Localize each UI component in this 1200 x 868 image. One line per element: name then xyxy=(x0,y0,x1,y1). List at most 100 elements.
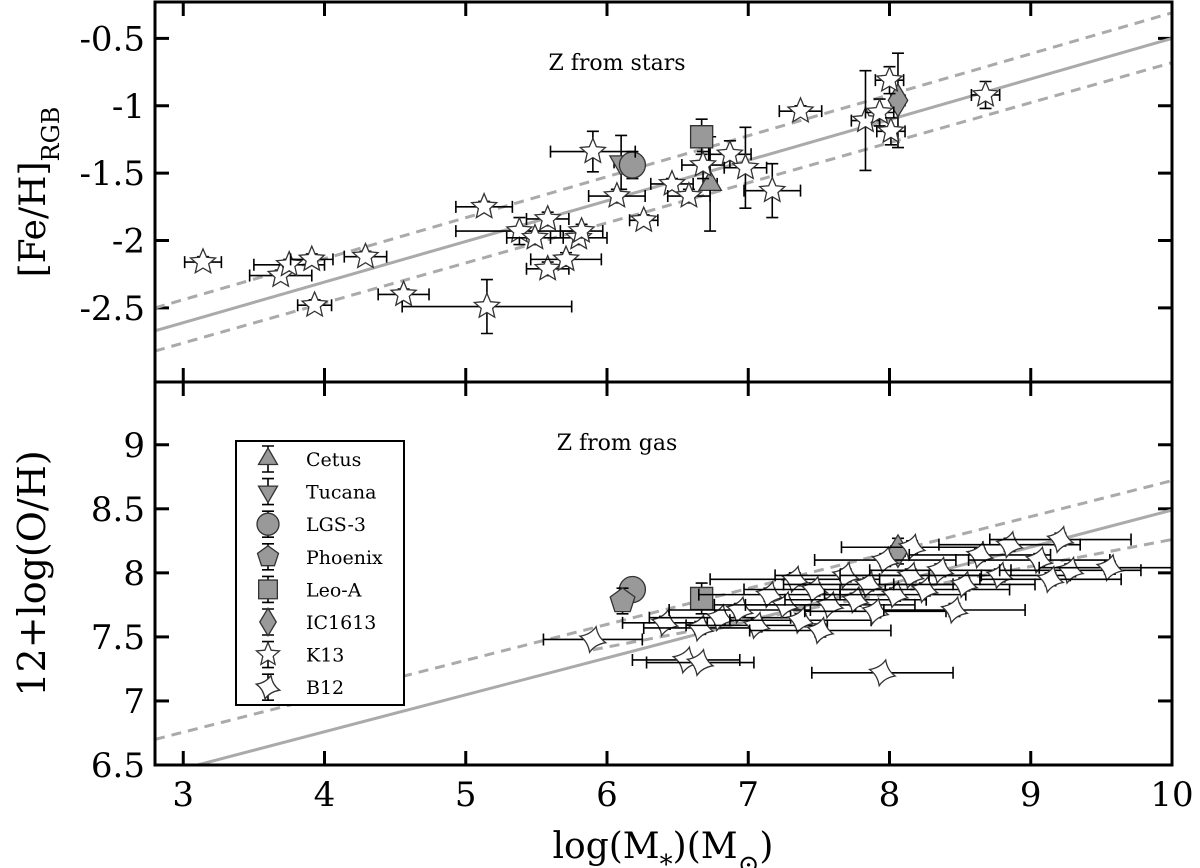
marker xyxy=(674,181,704,209)
y-tick-label: 9 xyxy=(123,426,145,466)
marker xyxy=(876,116,906,144)
annotation: Z from stars xyxy=(548,51,685,76)
marker xyxy=(887,82,909,118)
y-tick-label: -0.5 xyxy=(79,19,145,59)
legend-marker xyxy=(258,606,278,638)
marker xyxy=(567,216,596,244)
marker xyxy=(389,279,418,307)
marker xyxy=(551,244,581,272)
x-tick-label: 10 xyxy=(1150,775,1193,815)
x-axis-label-part: log(M xyxy=(553,826,660,867)
marker xyxy=(351,241,380,269)
x-tick-label: 4 xyxy=(314,775,336,815)
x-tick-label: 8 xyxy=(879,775,901,815)
marker xyxy=(472,291,502,319)
y-tick-label: 8 xyxy=(123,554,145,594)
marker xyxy=(715,139,744,167)
marker xyxy=(578,136,607,164)
points xyxy=(183,52,1001,335)
x-tick-label: 3 xyxy=(172,775,194,815)
marker xyxy=(853,569,883,599)
y-axis-label-part: [Fe/H] xyxy=(13,161,54,277)
fit-line xyxy=(155,61,1172,353)
y-tick-label: 7 xyxy=(123,682,145,722)
y-axis-label-part: 12+log(O/H) xyxy=(10,450,54,696)
x-axis-label: log(M*)(M⊙) xyxy=(553,826,774,868)
points xyxy=(542,525,1172,688)
x-tick-label: 6 xyxy=(596,775,618,815)
marker xyxy=(685,648,715,677)
marker xyxy=(533,253,562,281)
marker xyxy=(731,152,760,180)
x-axis-label-part: ) xyxy=(759,826,773,867)
legend-marker xyxy=(257,446,279,466)
y-axis-label: [Fe/H]RGB xyxy=(13,107,65,278)
y-axis-label-part: RGB xyxy=(37,107,65,162)
marker xyxy=(689,125,714,149)
marker xyxy=(971,80,1000,108)
legend-label: Cetus xyxy=(306,449,361,471)
legend-label: K13 xyxy=(306,645,344,667)
marker xyxy=(925,555,955,585)
marker xyxy=(870,545,900,575)
legend-marker xyxy=(258,579,278,600)
legend-label: Tucana xyxy=(306,482,376,504)
x-tick-label: 7 xyxy=(737,775,759,815)
legend-marker xyxy=(254,673,282,701)
marker xyxy=(1024,545,1054,575)
marker xyxy=(602,181,631,209)
marker xyxy=(940,595,970,625)
marker xyxy=(965,540,995,570)
marker xyxy=(786,605,815,635)
marker xyxy=(520,222,550,250)
legend-marker xyxy=(256,512,280,536)
marker xyxy=(618,151,647,179)
marker xyxy=(629,205,658,233)
x-axis-label-part: )(M xyxy=(673,826,738,867)
legend-label: Leo-A xyxy=(306,579,362,601)
marker xyxy=(689,586,714,611)
marker xyxy=(1055,555,1085,585)
marker xyxy=(1095,553,1125,583)
marker xyxy=(758,175,787,203)
y-axis-label: 12+log(O/H) xyxy=(10,450,54,696)
marker xyxy=(297,244,326,272)
y-tick-label: 8.5 xyxy=(91,490,145,530)
y-tick-label: 7.5 xyxy=(91,618,145,658)
legend-marker xyxy=(254,640,282,666)
marker xyxy=(188,247,218,275)
marker xyxy=(300,290,329,318)
marker xyxy=(578,625,608,654)
marker xyxy=(867,658,897,688)
y-tick-label: -1 xyxy=(112,87,145,127)
marker xyxy=(780,564,810,594)
marker xyxy=(705,603,735,633)
y-tick-label: 6.5 xyxy=(91,746,145,786)
annotation: Z from gas xyxy=(557,431,678,456)
legend-marker xyxy=(257,485,279,504)
y-tick-label: -1.5 xyxy=(79,154,145,194)
marker xyxy=(533,204,562,231)
marker xyxy=(650,608,680,638)
marker xyxy=(875,65,904,93)
x-axis-label-part: ⊙ xyxy=(738,850,760,868)
marker xyxy=(688,150,718,178)
marker xyxy=(1036,564,1065,594)
x-tick-label: 5 xyxy=(455,775,477,815)
marker xyxy=(1045,525,1075,554)
legend-marker xyxy=(256,544,280,567)
x-tick-label: 9 xyxy=(1020,775,1042,815)
marker xyxy=(786,96,815,124)
x-axis-label-part: * xyxy=(660,850,673,868)
marker xyxy=(609,587,636,613)
y-tick-label: -2 xyxy=(112,222,145,262)
legend-label: IC1613 xyxy=(306,612,376,634)
marker xyxy=(685,613,715,643)
legend-label: Phoenix xyxy=(306,547,383,569)
plot-frame xyxy=(153,380,1174,767)
marker xyxy=(949,569,979,599)
marker xyxy=(805,615,835,646)
marker xyxy=(470,191,499,219)
y-tick-label: -2.5 xyxy=(79,289,145,329)
